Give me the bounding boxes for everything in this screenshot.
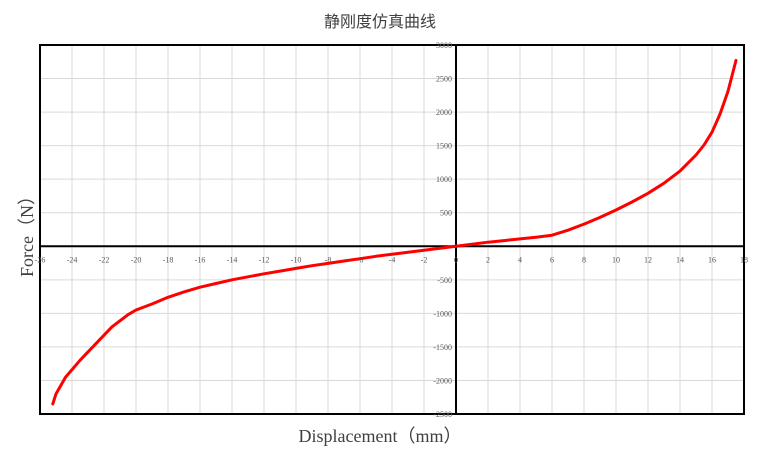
x-tick-label: -8 xyxy=(325,255,332,264)
y-tick-label: -1500 xyxy=(433,343,452,352)
x-tick-label: -22 xyxy=(99,255,110,264)
y-tick-label: 1000 xyxy=(436,175,452,184)
x-tick-label: -4 xyxy=(389,255,396,264)
y-tick-label: 1500 xyxy=(436,142,452,151)
y-tick-label: -1000 xyxy=(433,309,452,318)
y-axis-label: Force（N） xyxy=(17,187,37,277)
x-tick-label: 2 xyxy=(486,255,490,264)
x-tick-label: 12 xyxy=(644,255,652,264)
x-tick-label: -26 xyxy=(35,255,46,264)
x-tick-label: 16 xyxy=(708,255,716,264)
x-axis-label: Displacement（mm） xyxy=(298,426,462,446)
y-tick-label: -2000 xyxy=(433,376,452,385)
plot-frame xyxy=(39,44,745,415)
x-tick-label: 14 xyxy=(676,255,684,264)
x-tick-label: -12 xyxy=(259,255,270,264)
x-tick-label: 8 xyxy=(582,255,586,264)
y-tick-label: -500 xyxy=(437,276,452,285)
series-line xyxy=(51,58,738,406)
x-tick-label: -10 xyxy=(291,255,302,264)
x-tick-label: -20 xyxy=(131,255,142,264)
x-tick-label: 0 xyxy=(454,255,458,264)
x-tick-label: -18 xyxy=(163,255,174,264)
x-tick-label: 10 xyxy=(612,255,620,264)
y-tick-label: 2000 xyxy=(436,108,452,117)
y-tick-label: 3000 xyxy=(436,41,452,50)
chart-title: 静刚度仿真曲线 xyxy=(323,12,436,31)
x-tick-label: -2 xyxy=(421,255,428,264)
x-tick-label: -14 xyxy=(227,255,238,264)
x-tick-label: -16 xyxy=(195,255,206,264)
x-tick-label: 4 xyxy=(518,255,522,264)
x-tick-label: 6 xyxy=(550,255,554,264)
y-tick-label: 500 xyxy=(440,209,452,218)
y-tick-label: 2500 xyxy=(436,75,452,84)
y-tick-label: -2500 xyxy=(433,410,452,419)
x-tick-label: -24 xyxy=(67,255,78,264)
x-tick-label: 18 xyxy=(740,255,748,264)
